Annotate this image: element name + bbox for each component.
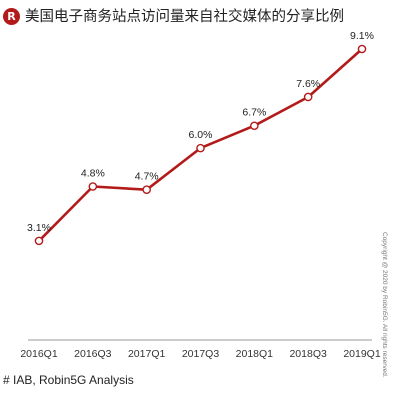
data-point [357,44,367,54]
data-point [142,185,151,194]
x-tick-label: 2018Q1 [236,348,274,360]
x-tick-label: 2017Q3 [182,348,220,360]
data-label: 6.0% [189,129,213,141]
data-label: 6.7% [242,107,266,119]
x-tick-label: 2019Q1 [343,348,381,360]
data-label: 4.7% [135,171,159,183]
data-point [250,121,259,131]
data-point [34,236,44,246]
source-note: # IAB, Robin5G Analysis [3,373,134,387]
data-point [303,92,313,102]
data-labels: 3.1% 4.8% 4.7% 6.0% 6.7% 7.6% 9.1% [27,30,374,234]
data-points [34,44,367,246]
data-label: 4.8% [81,168,105,180]
data-point [88,182,98,191]
data-label: 9.1% [350,30,374,42]
brand-logo: R [3,8,20,25]
data-label: 3.1% [27,222,51,234]
x-tick-label: 2016Q1 [20,348,58,360]
x-axis-ticks: 2016Q1 2016Q3 2017Q1 2017Q3 2018Q1 2018Q3 2019… [20,348,381,360]
x-tick-label: 2017Q1 [128,348,166,360]
data-label: 7.6% [296,78,320,90]
copyright-note: Copyright @ 2020 by Robin5G. All rights … [381,232,388,378]
x-tick-label: 2016Q3 [74,348,112,360]
x-tick-label: 2018Q3 [289,348,327,360]
data-point [196,143,205,153]
chart-title: 美国电子商务站点访问量来自社交媒体的分享比例 [25,9,344,25]
